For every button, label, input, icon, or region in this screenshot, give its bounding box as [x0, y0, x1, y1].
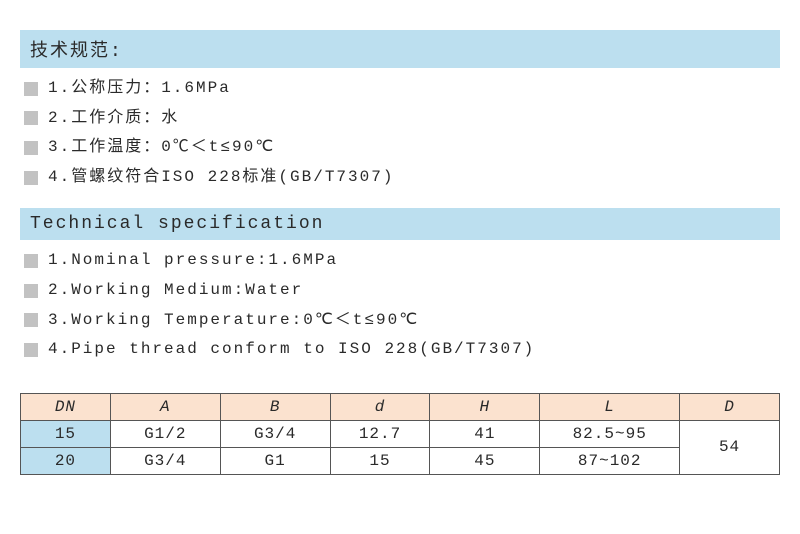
- table-header-row: DN A B d H L D: [21, 393, 780, 420]
- cell-d: 12.7: [330, 420, 430, 447]
- th-b: B: [220, 393, 330, 420]
- cell-b: G3/4: [220, 420, 330, 447]
- bullet-icon: [24, 254, 38, 268]
- bullet-icon: [24, 284, 38, 298]
- spec-item: 4.管螺纹符合ISO 228标准(GB/T7307): [24, 165, 780, 191]
- th-dd: D: [680, 393, 780, 420]
- cell-h: 41: [430, 420, 540, 447]
- th-dn: DN: [21, 393, 111, 420]
- table-row: 15 G1/2 G3/4 12.7 41 82.5~95 54: [21, 420, 780, 447]
- spec-item: 2.工作介质：水: [24, 106, 780, 132]
- section-title-en: Technical specification: [20, 208, 780, 240]
- cell-h: 45: [430, 447, 540, 474]
- th-l: L: [540, 393, 680, 420]
- spec-text: 3.工作温度：0℃＜t≤90℃: [48, 135, 275, 161]
- bullet-icon: [24, 313, 38, 327]
- th-d: d: [330, 393, 430, 420]
- spec-text: 1.Nominal pressure:1.6MPa: [48, 248, 338, 274]
- spec-text: 4.Pipe thread conform to ISO 228(GB/T730…: [48, 337, 535, 363]
- cell-a: G1/2: [110, 420, 220, 447]
- spec-item: 3.Working Temperature:0℃＜t≤90℃: [24, 308, 780, 334]
- spec-text: 1.公称压力：1.6MPa: [48, 76, 231, 102]
- spec-text: 3.Working Temperature:0℃＜t≤90℃: [48, 308, 419, 334]
- spec-text: 4.管螺纹符合ISO 228标准(GB/T7307): [48, 165, 394, 191]
- cell-dn: 20: [21, 447, 111, 474]
- spec-text: 2.Working Medium:Water: [48, 278, 303, 304]
- spec-item: 4.Pipe thread conform to ISO 228(GB/T730…: [24, 337, 780, 363]
- spec-item: 1.Nominal pressure:1.6MPa: [24, 248, 780, 274]
- cell-dd-merged: 54: [680, 420, 780, 474]
- bullet-icon: [24, 141, 38, 155]
- spec-table: DN A B d H L D 15 G1/2 G3/4 12.7 41 82.5…: [20, 393, 780, 475]
- th-h: H: [430, 393, 540, 420]
- section-title-cn: 技术规范:: [20, 30, 780, 68]
- spec-item: 2.Working Medium:Water: [24, 278, 780, 304]
- spec-item: 1.公称压力：1.6MPa: [24, 76, 780, 102]
- cell-l: 82.5~95: [540, 420, 680, 447]
- cell-d: 15: [330, 447, 430, 474]
- spec-table-wrap: DN A B d H L D 15 G1/2 G3/4 12.7 41 82.5…: [20, 393, 780, 475]
- spec-text: 2.工作介质：水: [48, 106, 179, 132]
- th-a: A: [110, 393, 220, 420]
- cell-b: G1: [220, 447, 330, 474]
- spec-list-cn: 1.公称压力：1.6MPa 2.工作介质：水 3.工作温度：0℃＜t≤90℃ 4…: [20, 76, 780, 190]
- cell-dn: 15: [21, 420, 111, 447]
- bullet-icon: [24, 171, 38, 185]
- spec-item: 3.工作温度：0℃＜t≤90℃: [24, 135, 780, 161]
- cell-a: G3/4: [110, 447, 220, 474]
- spec-list-en: 1.Nominal pressure:1.6MPa 2.Working Medi…: [20, 248, 780, 362]
- cell-l: 87~102: [540, 447, 680, 474]
- bullet-icon: [24, 82, 38, 96]
- table-row: 20 G3/4 G1 15 45 87~102: [21, 447, 780, 474]
- bullet-icon: [24, 343, 38, 357]
- bullet-icon: [24, 111, 38, 125]
